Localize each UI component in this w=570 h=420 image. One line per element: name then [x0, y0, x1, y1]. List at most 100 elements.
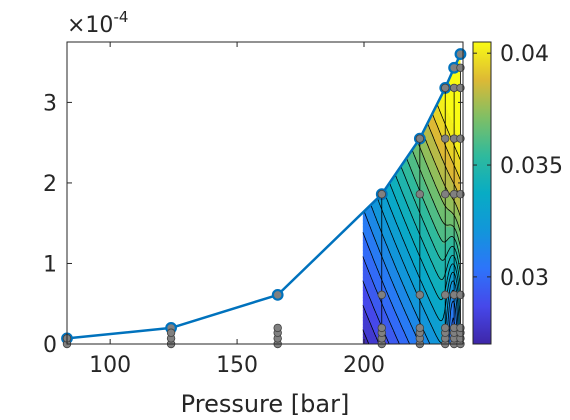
contour-cell — [385, 209, 388, 214]
contour-cell — [426, 303, 429, 308]
contour-cell — [414, 253, 417, 258]
contour-cell — [408, 182, 411, 187]
contour-cell — [375, 323, 378, 328]
contour-cell — [385, 330, 388, 335]
contour-cell — [431, 159, 434, 164]
contour-cell — [404, 320, 407, 325]
contour-cell — [393, 317, 396, 322]
contour-cell — [439, 337, 442, 342]
contour-cell — [435, 300, 438, 305]
contour-cell — [432, 256, 435, 261]
contour-cell — [404, 276, 407, 281]
contour-cell — [406, 307, 409, 312]
contour-cell — [428, 196, 431, 201]
contour-cell — [390, 286, 393, 291]
contour-cell — [436, 219, 439, 224]
contour-cell — [382, 250, 385, 254]
contour-cell — [396, 286, 399, 291]
contour-cell — [396, 263, 399, 268]
contour-cell — [438, 307, 441, 312]
contour-cell — [371, 213, 374, 218]
contour-cell — [364, 293, 367, 298]
contour-cell — [403, 229, 406, 234]
contour-cell — [372, 333, 375, 338]
contour-cell — [366, 337, 369, 342]
contour-cell — [399, 189, 402, 194]
contour-cell — [382, 283, 385, 288]
contour-cell — [383, 297, 386, 301]
contour-cell — [400, 313, 403, 318]
contour-cell — [428, 152, 431, 157]
contour-cell — [397, 283, 400, 288]
contour-cell — [412, 213, 415, 218]
contour-cell — [432, 280, 435, 285]
contour-cell — [378, 250, 381, 254]
contour-cell — [379, 283, 382, 288]
contour-cell — [371, 239, 374, 244]
contour-cell — [424, 270, 427, 275]
contour-cell — [433, 115, 436, 120]
contour-cell — [424, 203, 427, 208]
contour-cell — [369, 229, 372, 234]
contour-cell — [371, 313, 374, 318]
contour-cell — [429, 219, 432, 224]
contour-cell — [428, 239, 431, 244]
contour-cell — [419, 203, 422, 208]
contour-cell — [366, 286, 369, 291]
contour-cell — [414, 146, 417, 150]
contour-cell — [433, 112, 436, 117]
contour-cell — [396, 256, 399, 261]
contour-cell — [429, 169, 432, 174]
contour-cell — [436, 266, 439, 271]
contour-cell — [435, 146, 438, 150]
contour-cell — [366, 330, 369, 335]
contour-cell — [385, 266, 388, 271]
contour-cell — [364, 276, 367, 281]
contour-cell — [438, 199, 441, 204]
contour-cell — [393, 182, 396, 187]
contour-cell — [383, 256, 386, 261]
contour-cell — [401, 293, 404, 298]
contour-cell — [390, 236, 393, 241]
contour-cell — [417, 219, 420, 224]
contour-cell — [399, 313, 402, 318]
contour-cell — [375, 226, 378, 231]
contour-cell — [435, 280, 438, 285]
contour-cell — [411, 310, 414, 315]
contour-cell — [368, 286, 371, 291]
contour-cell — [431, 250, 434, 254]
contour-cell — [403, 216, 406, 221]
contour-cell — [362, 239, 365, 244]
contour-cell — [415, 209, 418, 214]
contour-cell — [397, 273, 400, 278]
contour-cell — [379, 313, 382, 318]
contour-cell — [410, 340, 413, 344]
contour-cell — [387, 243, 390, 248]
contour-cell — [429, 256, 432, 261]
contour-cell — [428, 179, 431, 184]
contour-cell — [407, 236, 410, 241]
contour-cell — [382, 233, 385, 238]
contour-cell — [389, 286, 392, 291]
contour-cell — [438, 250, 441, 254]
contour-cell — [390, 239, 393, 244]
contour-cell — [435, 129, 438, 134]
contour-cell — [390, 203, 393, 208]
contour-cell — [436, 327, 439, 332]
contour-cell — [399, 300, 402, 305]
contour-cell — [431, 216, 434, 221]
contour-cell — [399, 310, 402, 315]
contour-cell — [433, 307, 436, 312]
contour-cell — [424, 276, 427, 281]
contour-cell — [414, 260, 417, 265]
contour-cell — [397, 260, 400, 265]
contour-cell — [417, 239, 420, 244]
contour-cell — [424, 323, 427, 328]
contour-cell — [407, 246, 410, 251]
contour-cell — [411, 176, 414, 181]
contour-cell — [366, 263, 369, 268]
contour-cell — [406, 317, 409, 322]
contour-cell — [401, 189, 404, 194]
contour-cell — [385, 243, 388, 248]
contour-cell — [439, 213, 442, 218]
